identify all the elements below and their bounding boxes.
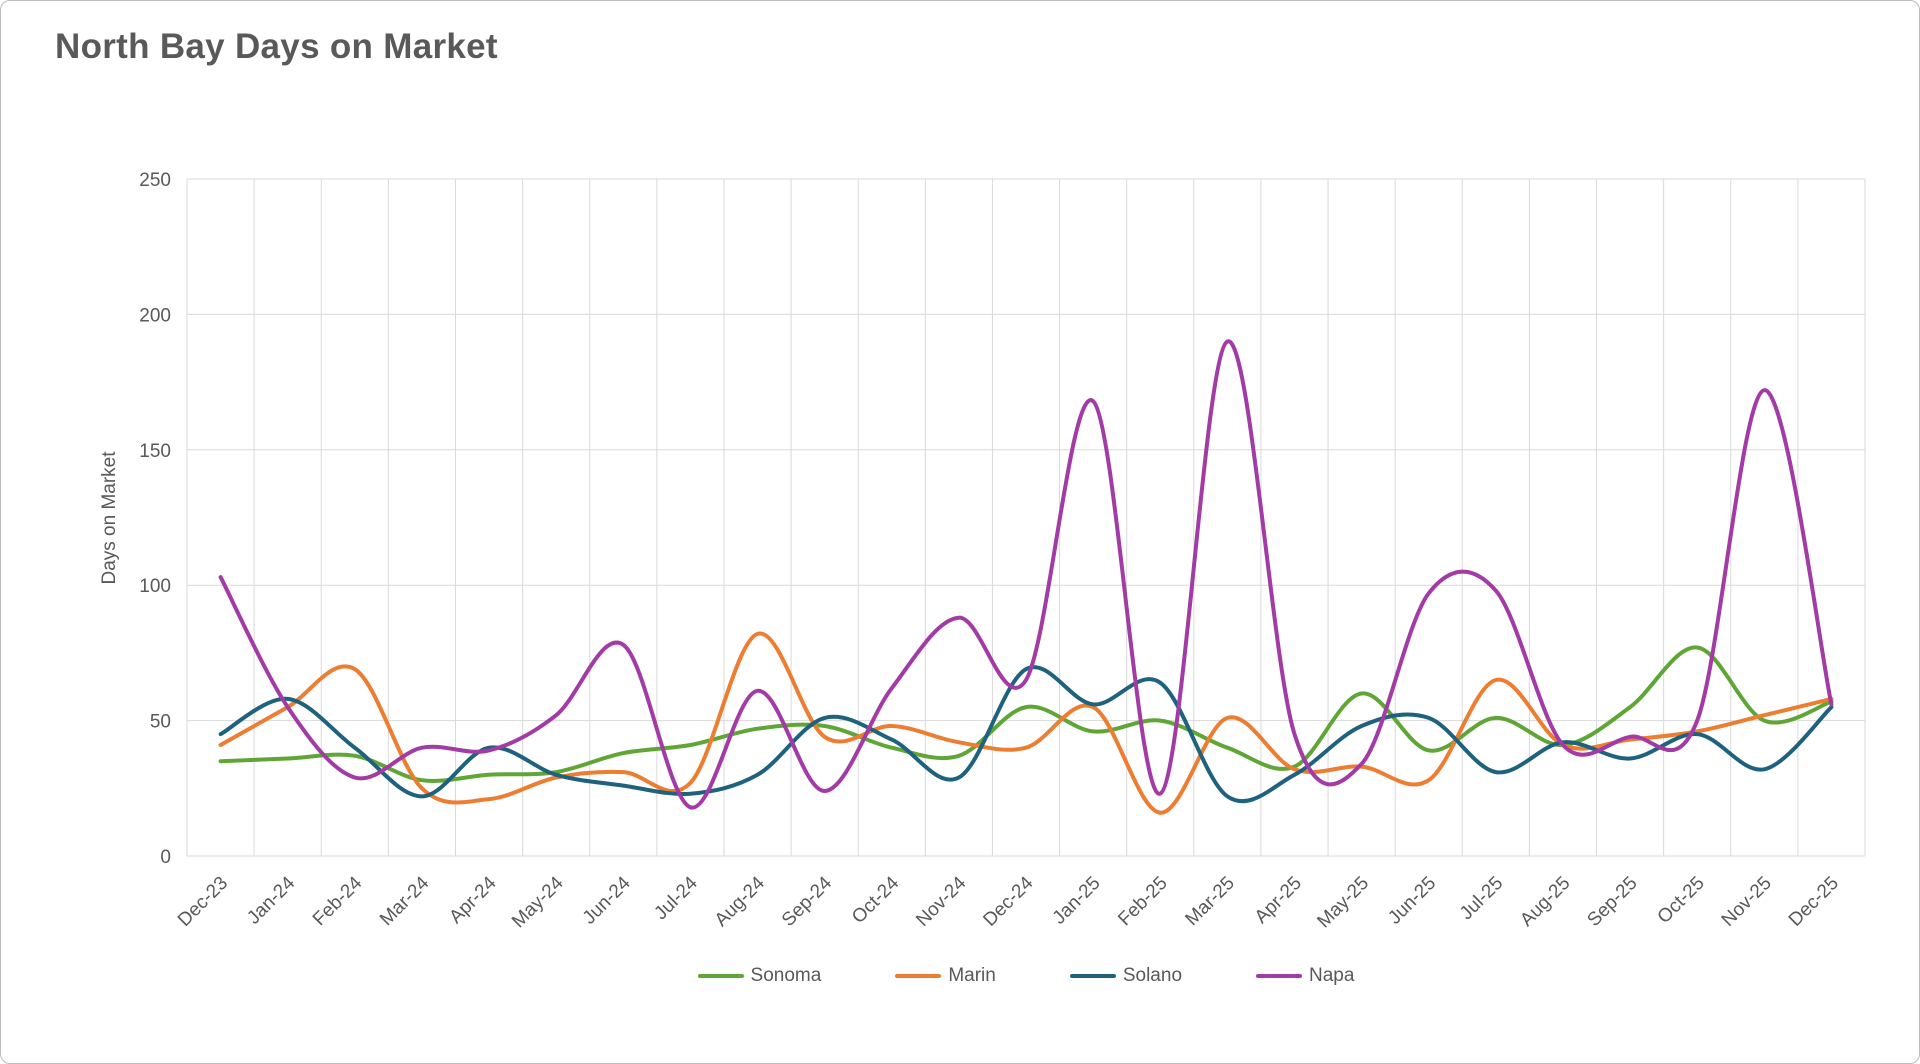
x-tick-label: Dec-24 [979, 872, 1037, 930]
y-tick-label: 150 [139, 441, 171, 462]
legend-label: Sonoma [750, 965, 822, 986]
legend-item-marin: Marin [895, 965, 996, 987]
series-line-napa [218, 339, 1834, 810]
legend-label: Solano [1122, 965, 1183, 986]
x-tick-label: Mar-25 [1181, 873, 1238, 930]
x-tick-label: Jan-24 [243, 872, 299, 928]
x-tick-label: Jul-24 [650, 872, 702, 924]
x-tick-label: Apr-25 [1251, 873, 1306, 928]
x-tick-label: Feb-25 [1114, 873, 1171, 930]
y-tick-label: 250 [139, 170, 171, 191]
legend-line-swatch [895, 974, 942, 978]
x-tick-label: Dec-23 [174, 873, 232, 931]
legend-item-sonoma: Sonoma [697, 965, 822, 987]
legend-line-swatch [697, 974, 744, 978]
x-tick-label: Jul-25 [1456, 873, 1507, 924]
x-tick-label: Oct-24 [848, 872, 903, 927]
x-tick-label: Nov-25 [1718, 873, 1776, 931]
x-tick-label: Jun-25 [1384, 873, 1440, 929]
x-tick-label: Jan-25 [1049, 873, 1105, 929]
x-tick-label: Nov-24 [912, 872, 970, 930]
legend-label: Marin [948, 965, 996, 986]
legend-item-solano: Solano [1069, 965, 1183, 987]
legend-label: Napa [1309, 965, 1355, 986]
x-tick-label: Oct-25 [1654, 873, 1709, 928]
series-line-marin [218, 631, 1834, 815]
legend-item-napa: Napa [1256, 965, 1354, 987]
chart-legend: Sonoma Marin Solano Napa [187, 965, 1865, 987]
x-tick-label: Aug-25 [1516, 873, 1574, 931]
y-axis-title: Days on Market [99, 451, 120, 585]
x-tick-label: Jun-24 [579, 872, 635, 928]
y-tick-label: 0 [160, 847, 171, 868]
x-tick-label: Aug-24 [711, 872, 769, 930]
y-tick-label: 200 [139, 305, 171, 326]
legend-line-swatch [1069, 974, 1116, 978]
x-tick-label: Apr-24 [445, 872, 500, 927]
x-tick-label: Sep-24 [778, 872, 836, 930]
y-tick-label: 100 [139, 576, 171, 597]
legend-line-swatch [1256, 974, 1303, 978]
y-tick-label: 50 [150, 712, 171, 733]
x-tick-label: May-25 [1313, 873, 1373, 933]
chart-title: North Bay Days on Market [55, 27, 498, 66]
x-tick-label: Sep-25 [1583, 873, 1641, 931]
x-tick-label: Feb-24 [309, 872, 367, 930]
x-tick-label: Dec-25 [1785, 873, 1843, 931]
x-tick-label: May-24 [508, 872, 568, 932]
x-tick-label: Mar-24 [376, 872, 434, 930]
